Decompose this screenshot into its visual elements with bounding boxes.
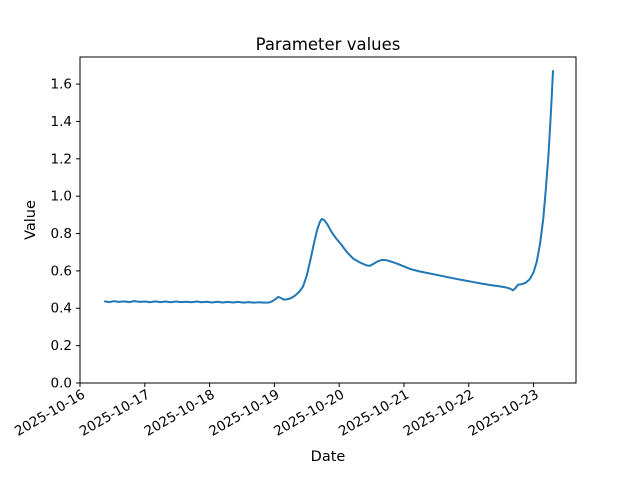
y-tick-label: 1.6 — [51, 77, 72, 93]
y-axis-label: Value — [23, 200, 39, 240]
x-tick-label: 2025-10-16 — [12, 387, 88, 440]
chart-title: Parameter values — [256, 35, 401, 54]
x-tick-label: 2025-10-22 — [401, 387, 477, 440]
y-tick-label: 0.2 — [51, 338, 72, 354]
x-tick-label: 2025-10-23 — [466, 387, 542, 440]
y-tick-label: 0.6 — [51, 263, 72, 279]
y-tick-label: 0.8 — [51, 226, 72, 242]
y-tick-label: 1.4 — [51, 114, 72, 130]
axes-spines — [79, 56, 577, 384]
data-series-line — [104, 70, 554, 304]
plot-area — [80, 57, 576, 383]
y-tick-label: 1.0 — [51, 189, 72, 205]
y-tick-label: 0.4 — [51, 301, 72, 317]
x-tick-label: 2025-10-19 — [206, 387, 282, 440]
y-tick-label: 0.0 — [51, 375, 72, 391]
series-layer — [104, 70, 554, 304]
x-tick-label: 2025-10-21 — [336, 387, 412, 440]
x-axis-label: Date — [311, 449, 346, 465]
x-tick-label: 2025-10-20 — [271, 387, 347, 440]
x-tick-label: 2025-10-17 — [77, 387, 153, 440]
x-tick-label: 2025-10-18 — [142, 387, 218, 440]
y-tick-label: 1.2 — [51, 151, 72, 167]
